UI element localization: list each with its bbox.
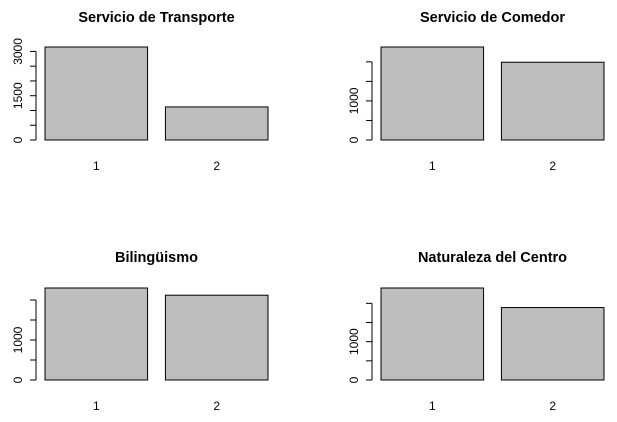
y-tick-label: 1000 <box>347 87 361 114</box>
category-label: 2 <box>549 159 556 173</box>
y-tick-label: 3000 <box>11 38 25 65</box>
y-tick-label: 1000 <box>11 326 25 353</box>
category-label: 1 <box>93 159 100 173</box>
bar-1 <box>44 287 149 381</box>
chart-title: Naturaleza del Centro <box>418 250 567 266</box>
chart-title: Servicio de Transporte <box>78 10 234 26</box>
y-tick-label: 0 <box>11 136 25 143</box>
chart-title: Bilingüismo <box>115 250 198 266</box>
category-label: 1 <box>93 399 100 413</box>
y-tick-label: 1500 <box>11 82 25 109</box>
y-tick-label: 0 <box>11 376 25 383</box>
category-label: 2 <box>549 399 556 413</box>
y-tick-label: 1000 <box>347 328 361 355</box>
bar-1 <box>380 287 485 381</box>
chart-panel-servicio-de-comedor: Servicio de Comedor 1 2 0 1000 <box>347 10 605 173</box>
bar-2 <box>164 294 269 381</box>
category-label: 2 <box>213 159 220 173</box>
bar-1 <box>380 46 485 141</box>
chart-panel-naturaleza-del-centro: Naturaleza del Centro 1 2 0 1000 <box>347 250 605 413</box>
bar-2 <box>164 106 269 141</box>
category-label: 1 <box>429 159 436 173</box>
category-label: 1 <box>429 399 436 413</box>
y-tick-label: 0 <box>347 376 361 383</box>
category-label: 2 <box>213 399 220 413</box>
bar-2 <box>500 307 605 381</box>
y-tick-label: 0 <box>347 136 361 143</box>
chart-panel-servicio-de-transporte: Servicio de Transporte 1 2 0 1500 3000 <box>11 10 269 173</box>
chart-panel-bilinguismo: Bilingüismo 1 2 0 1000 <box>11 250 269 413</box>
bar-2 <box>500 61 605 141</box>
chart-title: Servicio de Comedor <box>420 10 565 26</box>
bar-1 <box>44 46 149 141</box>
